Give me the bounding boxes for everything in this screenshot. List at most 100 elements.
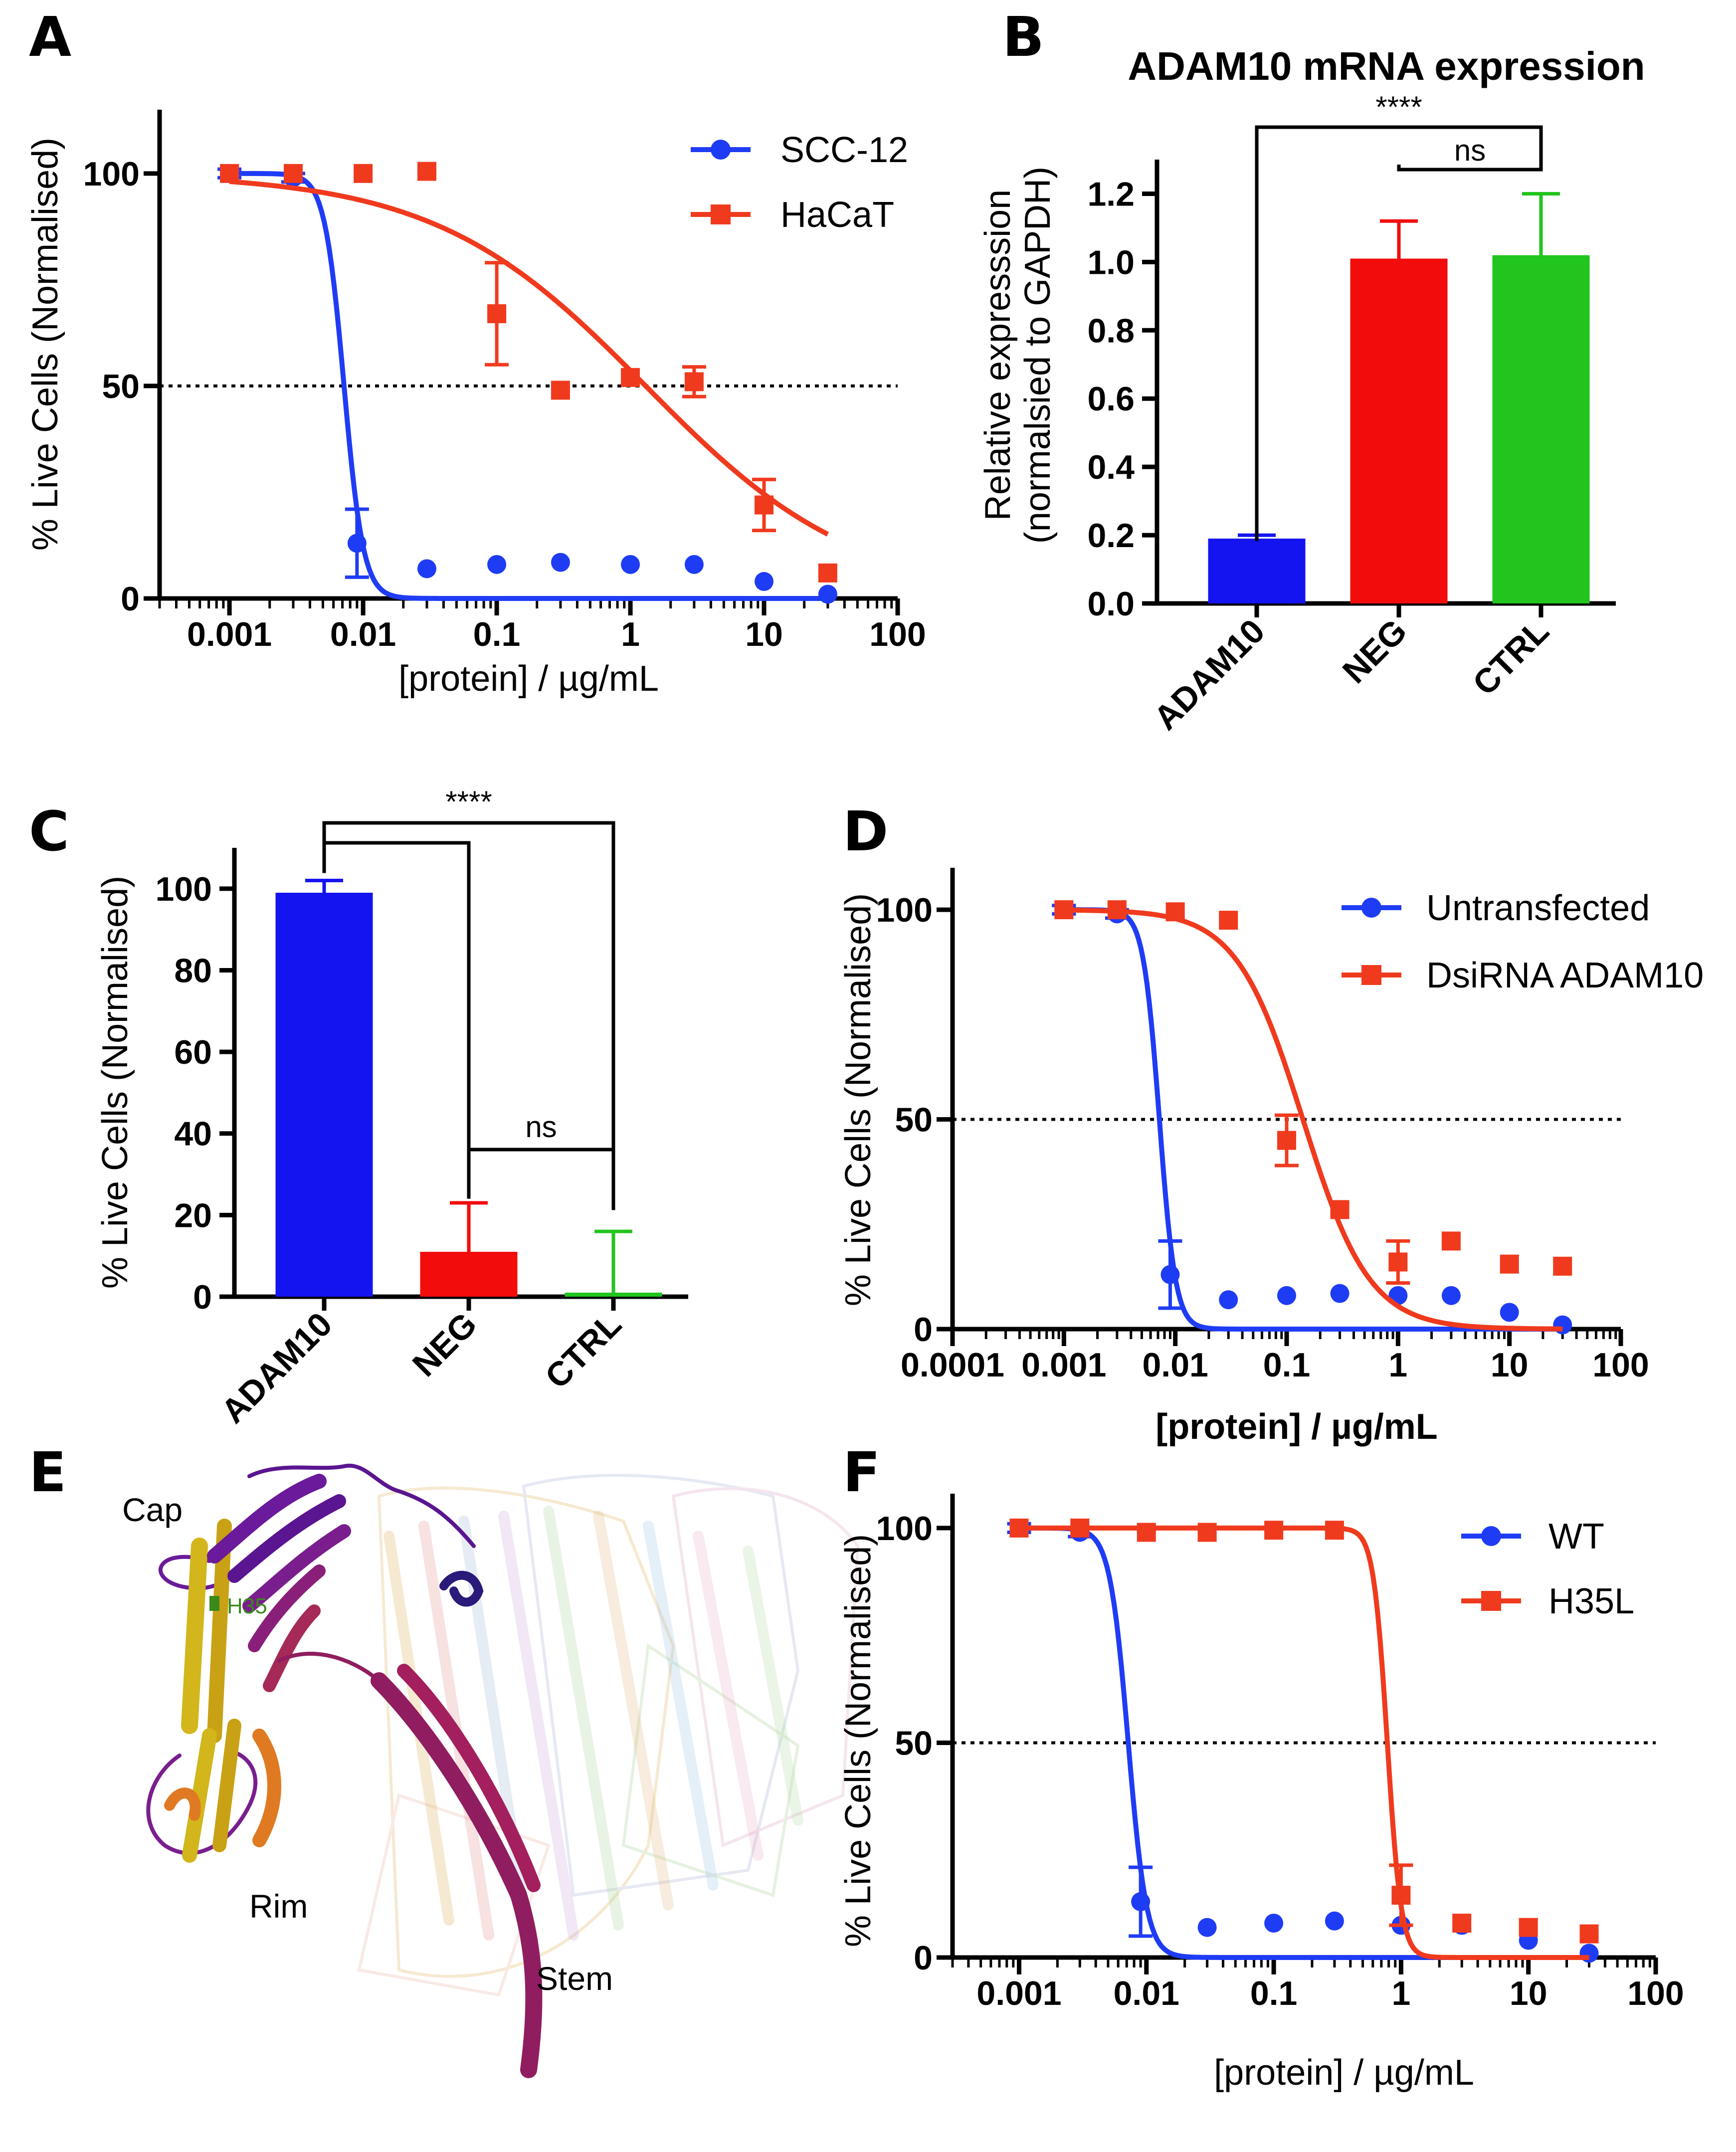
panel-c-y-tick-label-3: 60: [174, 1033, 212, 1071]
panel-a-scc-12-fit-curve: [229, 171, 828, 601]
legend-h35l-swatch-marker: [1481, 1591, 1501, 1611]
panel-d-x-axis-title: [protein] / µg/mL: [1156, 1407, 1437, 1447]
panel-c-category-label-ctrl: CTRL: [538, 1305, 629, 1396]
panel-label-e: E: [29, 1440, 66, 1504]
panel-a-scc-12-point-3: [417, 559, 436, 579]
panel-c-y-tick-label-5: 100: [156, 870, 212, 908]
panel-f-y-tick-label-2: 100: [876, 1510, 933, 1548]
legend-wt-swatch-marker: [1481, 1526, 1501, 1546]
panel-c-y-tick-label-2: 40: [174, 1115, 212, 1153]
cap-red-strand: [263, 1604, 321, 1692]
panel-f-h35l-point-6: [1391, 1886, 1411, 1905]
panel-a-x-tick-label-3: 1: [621, 615, 640, 653]
panel-b-y-tick-label-5: 1.0: [1087, 243, 1135, 281]
panel-b-y-tick-label-4: 0.8: [1087, 312, 1135, 350]
panel-a-scc-12-point-6: [621, 555, 640, 574]
panel-f-h35l-point-5: [1325, 1521, 1344, 1540]
legend-dsirna-swatch-marker: [1361, 965, 1381, 985]
faded-strand-8: [693, 1531, 764, 1861]
legend-scc12-swatch-marker: [711, 140, 731, 160]
structure-label-stem: Stem: [536, 1960, 613, 1997]
panel-f-wt-point-2: [1131, 1892, 1151, 1912]
panel-f-x-tick-label-0: 0.001: [976, 1974, 1061, 2012]
stem-strand-2: [397, 1664, 541, 1892]
panel-f-y-tick-label-1: 50: [895, 1724, 933, 1762]
cap-yellow-strand-2: [207, 1519, 232, 1743]
panel-b-bar-neg: [1350, 258, 1448, 603]
panel-f-y-axis-title: % Live Cells (Normalised): [838, 1534, 878, 1947]
panel-b-significance-0-bracket: [1255, 125, 1543, 541]
panel-c-significance-0-bracket: [322, 821, 615, 1210]
panel-d-x-tick-label-2: 0.01: [1142, 1346, 1208, 1384]
panel-d-chart: % Live Cells (Normalised) [protein] / µg…: [838, 868, 1704, 1447]
panel-f-h35l-point-2: [1137, 1523, 1156, 1542]
panel-a-scc-12-point-4: [487, 555, 507, 574]
structure-label-cap: Cap: [122, 1491, 183, 1528]
panel-a-hacat-point-0: [220, 164, 239, 183]
panel-c-significance-0-label: ****: [445, 785, 492, 818]
panel-a-hacat-point-6: [621, 368, 640, 387]
panel-a-hacat-point-2: [354, 164, 373, 183]
stem-strand-1: [371, 1672, 543, 2078]
legend-untransfected-swatch-marker: [1361, 898, 1381, 918]
panel-f-h35l-fit-curve: [1019, 1525, 1589, 1960]
panel-a-hacat-fit-curve: [229, 179, 829, 537]
panel-d-legend: Untransfected DsiRNA ADAM10: [1342, 888, 1704, 995]
panel-b-chart: ADAM10 mRNA expression Relative expresss…: [978, 44, 1645, 737]
panel-b-y-axis-title-line2: (normalsied to GAPDH): [1018, 167, 1058, 544]
panel-e-protein-structure: Cap H35 Rim Stem: [122, 1463, 860, 2078]
panel-a-hacat-point-5: [551, 381, 570, 400]
rim-yellow-strand-1: [182, 1728, 217, 1863]
panel-b-category-label-neg: NEG: [1336, 612, 1414, 691]
panel-b-bar-adam10: [1208, 538, 1306, 603]
panel-a-y-axis-title: % Live Cells (Normalised): [25, 138, 65, 551]
panel-a-hacat-point-1: [283, 164, 303, 183]
panel-d-x-tick-label-4: 1: [1388, 1346, 1407, 1384]
panel-f-x-tick-label-5: 100: [1627, 1974, 1684, 2012]
panel-a-scc-12-point-8: [755, 572, 774, 591]
rim-yellow-strand-2: [212, 1719, 241, 1852]
panel-c-y-tick-label-1: 20: [174, 1196, 212, 1234]
panel-d-x-tick-label-0: 0.0001: [901, 1346, 1004, 1384]
panel-c-significance-0-inner-bracket: [324, 841, 471, 1177]
panel-b-bar-ctrl: [1492, 255, 1590, 603]
panel-f-h35l-point-4: [1264, 1521, 1284, 1540]
rim-loop: [146, 1749, 258, 1855]
panel-a-scc-12-point-9: [818, 585, 837, 604]
cap-purple-strand-1: [207, 1474, 327, 1564]
panel-label-c: C: [29, 799, 69, 863]
panel-a-scc-12-point-5: [551, 553, 570, 572]
h35-residue-marker: [209, 1596, 219, 1611]
panel-a-hacat-point-8: [755, 495, 774, 515]
panel-c-significance-1-bracket: [467, 1148, 615, 1199]
panel-a-hacat-point-3: [417, 162, 436, 181]
faded-strand-7: [643, 1521, 719, 1891]
panel-b-category-label-ctrl: CTRL: [1466, 612, 1556, 703]
cap-purple-strand-4: [248, 1565, 326, 1652]
panel-d-untransfected-point-3: [1219, 1290, 1238, 1310]
panel-label-b: B: [1002, 5, 1044, 69]
faded-strand-4: [498, 1511, 579, 1941]
panel-c-category-label-adam10: ADAM10: [214, 1305, 339, 1430]
panel-f-wt-point-5: [1325, 1911, 1344, 1931]
panel-d-dsirna-adam10-point-4: [1277, 1131, 1296, 1150]
panel-b-y-axis-title-line1: Relative expresssion: [978, 190, 1018, 521]
rim-orange-strand: [252, 1729, 281, 1847]
panel-d-x-tick-label-6: 100: [1592, 1346, 1649, 1384]
panel-b-category-label-adam10: ADAM10: [1147, 612, 1272, 737]
panel-b-significance-1-bracket: [1397, 165, 1543, 172]
faded-strand-5: [543, 1506, 624, 1931]
panel-d-x-tick-label-5: 10: [1491, 1346, 1529, 1384]
panel-a-x-tick-label-4: 10: [745, 615, 783, 653]
panel-d-dsirna-adam10-point-9: [1553, 1256, 1572, 1276]
panel-c-y-axis-title: % Live Cells (Normalised): [95, 876, 135, 1289]
panel-c-chart: % Live Cells (Normalised) 0 20 40 60 80 100 AD…: [95, 785, 688, 1430]
faded-strand-6: [593, 1511, 674, 1911]
panel-c-y-tick-label-4: 80: [174, 952, 212, 989]
panel-c-bar-neg: [420, 1252, 518, 1297]
legend-untransfected-label: Untransfected: [1426, 888, 1650, 928]
panel-a-scc-12-point-7: [684, 555, 704, 574]
panel-f-x-tick-label-1: 0.01: [1114, 1974, 1179, 2012]
panel-c-bar-adam10: [275, 893, 373, 1297]
legend-scc12-label: SCC-12: [780, 130, 908, 170]
